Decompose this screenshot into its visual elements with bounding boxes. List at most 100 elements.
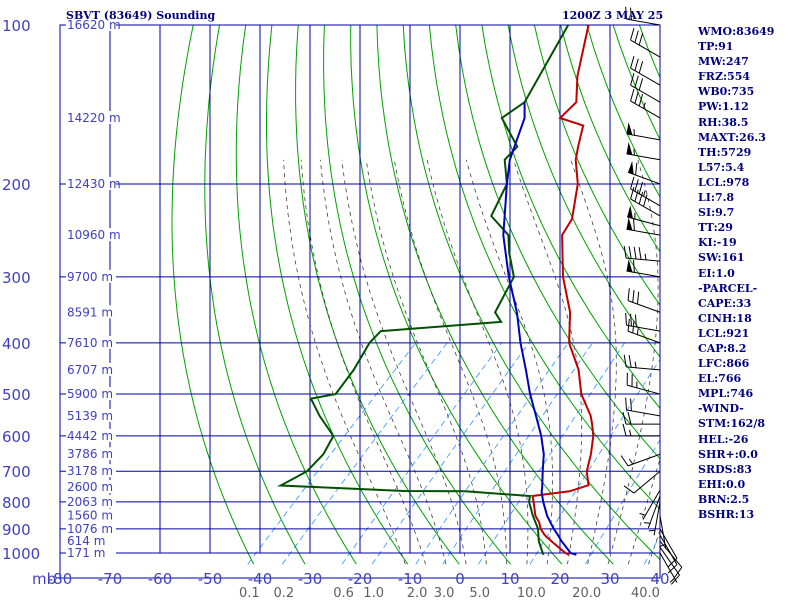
height-label: 14220 m (67, 111, 121, 125)
wind-barb-pennant (626, 122, 633, 135)
wind-barb-flag (630, 56, 635, 69)
dry-adiabat (507, 25, 660, 358)
wind-barb-flag (638, 191, 644, 205)
wind-barb-layer (620, 6, 683, 585)
wind-barb-flag (630, 176, 635, 189)
pressure-tick-label: 1000 (2, 545, 40, 563)
stats-panel: WMO:83649 TP:91 MW:247 FRZ:554 WB0:735 PW:1.1… (698, 24, 774, 522)
temperature-tick-label: -80 (48, 570, 73, 588)
wind-barb-staff (633, 470, 661, 494)
wind-barb-flag (630, 73, 635, 86)
pressure-tick-label: 400 (2, 335, 31, 353)
wind-barb-half-flag (669, 577, 675, 583)
wind-barb-half-flag (636, 328, 639, 335)
pressure-tick-label: 300 (2, 269, 31, 287)
wind-barb-flag (630, 88, 635, 102)
wind-barb-flag (634, 189, 639, 202)
moist-adiabat (570, 159, 617, 565)
wind-barb-flag (667, 564, 678, 574)
wind-barb-staff (630, 84, 661, 103)
wind-barb-half-flag (643, 102, 646, 109)
height-label: 4442 m (67, 429, 113, 443)
stat-item: RH:38.5 (698, 115, 749, 129)
wind-barb-half-flag (628, 458, 634, 465)
wind-barb (659, 515, 667, 550)
wind-barb (630, 28, 661, 58)
wind-barb-half-flag (643, 190, 646, 197)
moist-adiabat (341, 159, 467, 565)
pressure-tick-label: 800 (2, 494, 31, 512)
mixing-ratio-label: 40.0 (631, 586, 660, 600)
wind-barb-pennant (626, 142, 633, 155)
wind-barb-flag (625, 6, 628, 20)
moist-adiabat (320, 159, 447, 565)
dry-adiabat (771, 25, 800, 564)
wind-barb (659, 546, 680, 585)
stat-item: TH:5729 (698, 145, 752, 159)
wind-barb-staff (626, 409, 661, 417)
wind-barb-staff (627, 453, 661, 467)
wind-barb-staff (627, 216, 661, 227)
wind-barb (627, 205, 661, 227)
wind-barb-staff (659, 534, 678, 565)
temperature-tick-label: -30 (298, 570, 323, 588)
stat-item: SI:9.7 (698, 206, 735, 220)
stat-item: -PARCEL- (698, 281, 758, 295)
wind-barb (625, 6, 661, 26)
height-label-bg (66, 508, 116, 522)
height-label: 7610 m (67, 336, 113, 350)
height-label: 2063 m (67, 495, 113, 509)
wind-barb-half-flag (629, 429, 632, 436)
moist-adiabat (393, 159, 508, 565)
wind-barb-staff (627, 300, 661, 313)
moist-adiabat (300, 159, 426, 565)
wind-barb-half-flag (639, 513, 646, 516)
wind-barb (627, 161, 661, 185)
moist-adiabat (426, 159, 529, 565)
moist-adiabat (607, 159, 659, 565)
temperature-tick-label: 10 (500, 570, 519, 588)
stat-item: EHI:0.0 (698, 477, 746, 491)
mixing-ratio-label: 0.6 (333, 586, 354, 600)
wind-barb (626, 122, 661, 141)
wind-barb-staff (630, 198, 661, 217)
wind-barb (626, 372, 661, 395)
temperature-tick-label: -10 (398, 570, 423, 588)
moist-adiabat (627, 457, 660, 565)
stat-item: EI:1.0 (698, 266, 735, 280)
mixing-ratio-label: 10.0 (517, 586, 546, 600)
wind-barb (659, 534, 678, 574)
pressure-tick-label: 200 (2, 176, 31, 194)
dry-adiabat (323, 25, 511, 565)
wind-barb-flag (643, 194, 648, 207)
wind-barb (623, 245, 661, 262)
stat-item: EL:766 (698, 372, 742, 386)
height-label: 16620 m (67, 18, 121, 32)
wind-barb-staff (642, 489, 661, 520)
wind-barb-flag (620, 455, 629, 467)
dry-adiabat (428, 25, 660, 510)
height-label-bg (66, 362, 116, 376)
wind-barb-flag (633, 260, 635, 273)
wind-barb-flag (638, 33, 644, 46)
wind-barb (620, 453, 661, 467)
mixing-ratio-line (281, 342, 448, 565)
dry-adiabat (533, 25, 660, 306)
wind-barb-staff (627, 384, 661, 395)
stat-item: TT:29 (698, 221, 733, 235)
mixing-ratio-label: 1.0 (363, 586, 384, 600)
wind-barb-flag (635, 162, 638, 176)
wind-barb-staff (659, 515, 667, 550)
wind-barb-staff (626, 270, 661, 278)
temperature-tick-label: -20 (348, 570, 373, 588)
wind-barb-flag (630, 313, 632, 327)
wind-barb-flag (627, 288, 630, 301)
temperature-tick-label: 30 (600, 570, 619, 588)
wind-barb-staff (659, 546, 680, 576)
stat-item: LCL:978 (698, 175, 750, 189)
temperature-tick-label: -40 (248, 570, 273, 588)
wind-barb (659, 552, 678, 583)
wind-barb-staff (626, 324, 661, 332)
wind-barb-flag (667, 557, 678, 568)
